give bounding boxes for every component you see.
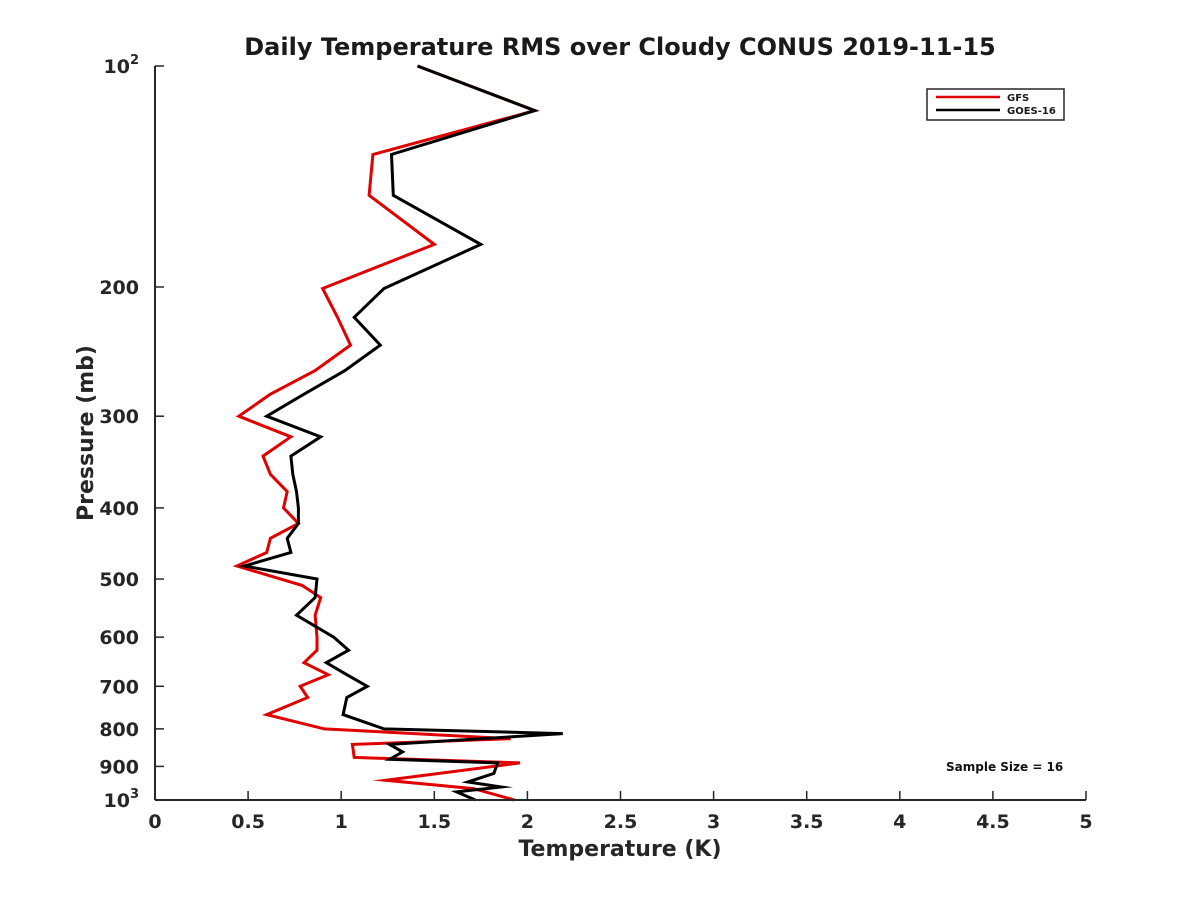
y-tick-label: 400 bbox=[99, 498, 139, 520]
x-tick-label: 1.5 bbox=[417, 811, 451, 833]
series-line-gfs bbox=[232, 64, 540, 802]
x-tick-label: 0.5 bbox=[231, 811, 265, 833]
legend-box bbox=[926, 88, 1065, 121]
y-tick-label: 900 bbox=[99, 756, 139, 778]
x-tick-label: 5 bbox=[1079, 811, 1092, 833]
y-tick-exponent: 3 bbox=[130, 787, 139, 802]
x-tick-label: 4.5 bbox=[976, 811, 1010, 833]
x-tick-label: 4 bbox=[893, 811, 906, 833]
y-tick-label: 600 bbox=[99, 627, 139, 649]
series-layer bbox=[232, 64, 563, 802]
legend-label-gfs: GFS bbox=[1007, 93, 1029, 104]
sample-size-annotation: Sample Size = 16 bbox=[946, 760, 1063, 774]
y-tick-label: 700 bbox=[99, 676, 139, 698]
series-line-goes16 bbox=[237, 64, 563, 802]
chart-title: Daily Temperature RMS over Cloudy CONUS … bbox=[244, 33, 996, 61]
y-tick-label: 300 bbox=[99, 406, 139, 428]
y-tick-label: 200 bbox=[99, 277, 139, 299]
y-tick-base: 10 bbox=[104, 790, 130, 812]
y-tick-label: 102 bbox=[104, 53, 140, 78]
x-tick-label: 2 bbox=[521, 811, 534, 833]
legend-label-goes16: GOES-16 bbox=[1007, 106, 1056, 117]
x-ticks: 0 0.5 1 1.5 2 2.5 3 3.5 4 4.5 5 bbox=[148, 791, 1093, 833]
y-tick-label: 800 bbox=[99, 719, 139, 741]
legend: GFS GOES-16 bbox=[926, 88, 1065, 121]
y-axis-label: Pressure (mb) bbox=[74, 345, 99, 521]
x-tick-label: 3.5 bbox=[790, 811, 824, 833]
y-tick-base: 10 bbox=[104, 56, 130, 78]
y-tick-label: 500 bbox=[99, 569, 139, 591]
x-tick-label: 3 bbox=[707, 811, 720, 833]
y-tick-exponent: 2 bbox=[130, 53, 139, 68]
y-tick-label: 103 bbox=[104, 787, 140, 812]
x-tick-label: 1 bbox=[335, 811, 348, 833]
x-tick-label: 2.5 bbox=[604, 811, 638, 833]
x-tick-label: 0 bbox=[148, 811, 161, 833]
axes-layer bbox=[154, 66, 1086, 801]
x-axis-label: Temperature (K) bbox=[518, 837, 721, 862]
